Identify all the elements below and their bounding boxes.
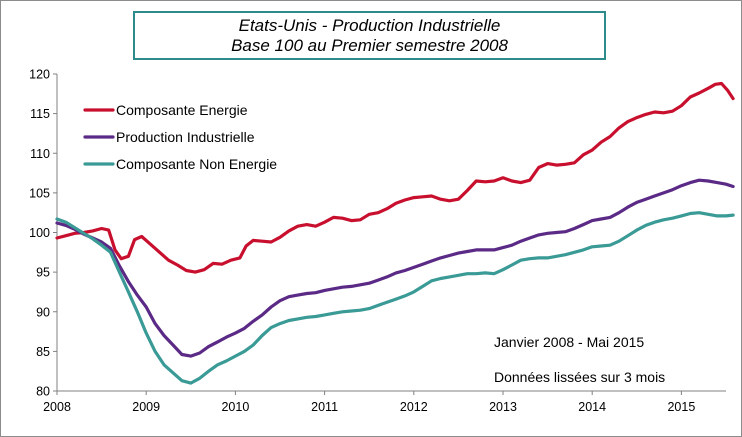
chart-title: Etats-Unis - Production Industrielle — [238, 16, 501, 35]
chart-title-box: Etats-Unis - Production Industrielle Bas… — [133, 11, 606, 60]
chart-legend: Composante Energie Production Industriell… — [83, 102, 277, 172]
x-tick-label: 2012 — [400, 400, 428, 414]
period-note: Janvier 2008 - Mai 2015 — [494, 334, 644, 350]
series-line-2 — [55, 178, 735, 358]
series-line-3 — [55, 211, 735, 385]
y-tick-label: 85 — [36, 345, 50, 359]
series-line-1 — [55, 81, 735, 274]
y-tick-label: 120 — [29, 68, 50, 82]
chart-subtitle: Base 100 au Premier semestre 2008 — [231, 36, 508, 55]
series-lines — [55, 81, 735, 385]
x-tick-label: 2010 — [221, 400, 249, 414]
y-tick-label: 115 — [30, 107, 50, 121]
legend-label: Production Industrielle — [116, 129, 255, 145]
y-tick-label: 110 — [30, 147, 50, 161]
x-tick-label: 2011 — [311, 400, 338, 414]
y-tick-label: 100 — [29, 226, 50, 240]
legend-label: Composante Non Energie — [116, 156, 277, 172]
y-tick-label: 80 — [36, 385, 50, 399]
y-tick-label: 90 — [36, 305, 50, 319]
y-tick-label: 105 — [29, 186, 50, 200]
x-tick-label: 2014 — [578, 400, 606, 414]
x-tick-label: 2015 — [667, 400, 695, 414]
smoothing-note: Données lissées sur 3 mois — [494, 369, 665, 385]
tick-labels: 80 85 90 95 100 105 110 115 120 2008 2009 2010 2011 2… — [29, 68, 695, 415]
chart-axes — [53, 73, 726, 395]
y-tick-label: 95 — [36, 266, 50, 280]
x-tick-label: 2008 — [43, 400, 71, 414]
x-tick-label: 2009 — [132, 400, 160, 414]
legend-label: Composante Energie — [116, 102, 248, 118]
x-tick-label: 2013 — [489, 400, 517, 414]
